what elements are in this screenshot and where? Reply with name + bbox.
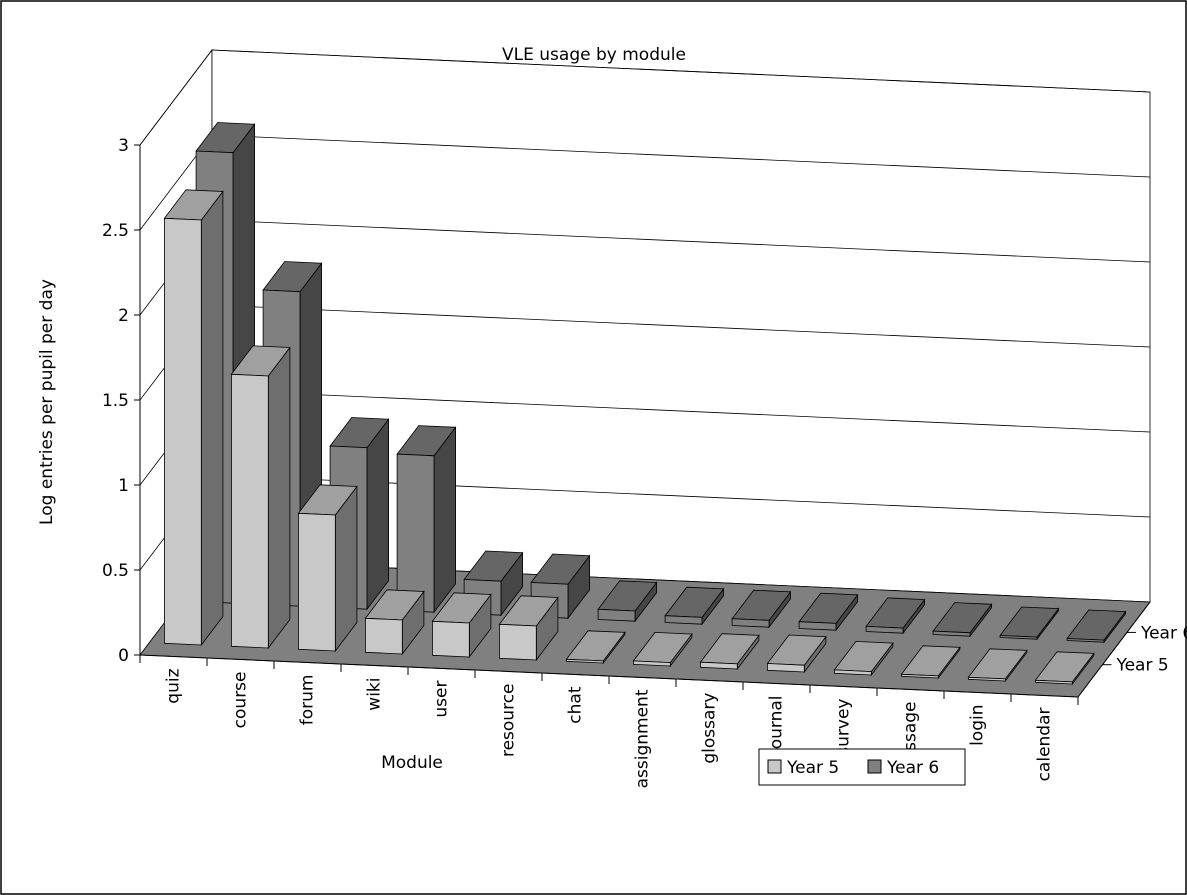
y-axis: 0 0.5 1 1.5 2 2.5 3 (102, 136, 141, 666)
bar-front (798, 621, 837, 631)
legend-swatch-year5 (767, 759, 782, 774)
legend-box (758, 748, 966, 786)
x-tick-label-wiki: wiki (365, 678, 385, 711)
bar-front (865, 625, 904, 634)
bar-front (297, 512, 336, 652)
bar-front (396, 453, 435, 613)
legend-swatch-year6 (867, 759, 882, 774)
bar-year6-journal (798, 592, 859, 632)
bar-front (364, 617, 403, 655)
bar-year5-resource (498, 595, 559, 662)
x-tick-label-quiz: quiz (164, 668, 184, 703)
bar-front (633, 660, 671, 667)
x-tick-label-forum: forum (298, 675, 318, 726)
x-tick-label-survey: survey (834, 699, 854, 756)
x-axis-label: Module (381, 753, 443, 773)
legend: Year 5 Year 6 (758, 748, 966, 786)
bar-front (498, 623, 537, 661)
y-axis-label: Log entries per pupil per day (37, 279, 57, 525)
bar-year5-journal (766, 634, 827, 674)
bar-front (731, 618, 770, 628)
bar-year5-survey (833, 640, 894, 677)
y-tick-label-3: 1.5 (102, 391, 129, 411)
bar-side (200, 190, 224, 647)
chart-title: VLE usage by module (502, 45, 686, 65)
bar-year5-assignment (632, 631, 693, 668)
bar-front (700, 661, 738, 670)
bar-year5-message (900, 645, 961, 680)
bar-year5-user (431, 592, 492, 659)
bar-year6-message (932, 602, 993, 638)
bar-year5-forum (297, 484, 358, 653)
bar-year6-chat (597, 580, 658, 623)
bar-year6-assignment (664, 586, 725, 626)
bar-year5-login (967, 648, 1028, 683)
y-tick-label-2: 1 (118, 476, 129, 496)
depth-axis: Year 6 Year 5 (1077, 601, 1187, 698)
bar-front (1035, 679, 1073, 685)
y-tick-label-5: 2.5 (102, 221, 129, 241)
x-tick-label-glossary: glossary (700, 693, 720, 764)
x-tick-label-journal: journal (767, 696, 787, 756)
y-tick-label-1: 0.5 (102, 561, 129, 581)
y-tick-label-4: 2 (118, 306, 129, 326)
bar-year5-course (230, 345, 291, 650)
bar-front (431, 620, 470, 658)
bar-front (566, 658, 604, 664)
legend-label-year6: Year 6 (886, 758, 939, 778)
bar-front (901, 673, 939, 679)
bar-front (230, 373, 269, 649)
x-tick-label-resource: resource (499, 684, 519, 758)
bar-front (597, 608, 636, 622)
depth-label-1: Year 5 (1115, 656, 1168, 676)
bar-year6-survey (865, 597, 926, 635)
bar-year6-wiki (396, 425, 457, 614)
bar-front (834, 669, 872, 676)
depth-axis-line (1077, 601, 1151, 698)
x-tick-label-user: user (432, 681, 452, 718)
bar-side (433, 426, 457, 614)
bar-front (932, 630, 971, 637)
bar-year6-calendar (1066, 609, 1127, 644)
bar-side (267, 346, 291, 650)
bar-front (163, 217, 202, 646)
bar-year6-login (999, 606, 1060, 641)
x-tick-label-assignment: assignment (633, 689, 653, 788)
bar-year5-calendar (1034, 651, 1095, 686)
bar-front (1066, 638, 1105, 643)
x-tick-label-login: login (968, 705, 988, 746)
x-tick-label-chat: chat (566, 686, 586, 724)
bar-year6-glossary (731, 589, 792, 629)
depth-label-0: Year 6 (1140, 623, 1187, 643)
gridline-6 (139, 49, 1151, 146)
bar-year5-quiz (163, 189, 224, 647)
x-axis: quiz course forum wiki user resource chat assig… (139, 654, 1079, 788)
bar-year5-chat (565, 630, 626, 665)
bar-front (767, 663, 805, 673)
legend-label-year5: Year 5 (786, 758, 839, 778)
bar-front (968, 676, 1006, 682)
bar-side (366, 418, 390, 611)
bar-front (664, 615, 703, 625)
y-tick-label-0: 0 (118, 646, 129, 666)
bars (163, 122, 1127, 686)
y-tick-label-6: 3 (118, 136, 129, 156)
bar-year5-glossary (699, 633, 760, 671)
x-tick-label-course: course (231, 672, 251, 729)
bar-front (999, 635, 1038, 640)
x-tick-label-calendar: calendar (1035, 707, 1055, 781)
bar-year5-wiki (364, 589, 425, 656)
